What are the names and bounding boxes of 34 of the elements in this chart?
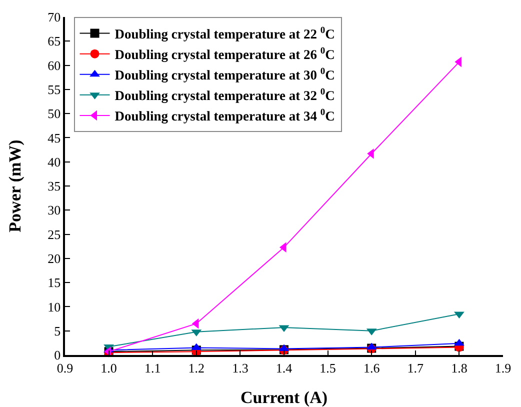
y-tick-label: 30 <box>48 202 61 218</box>
x-tick-label: 1.1 <box>144 360 161 376</box>
x-tick-label: 1.5 <box>320 360 336 376</box>
y-axis-title: Power (mW) <box>6 140 24 232</box>
legend-label: Doubling crystal temperature at 34 $^{0}$C <box>114 108 335 124</box>
x-tick-label: 1.4 <box>276 360 293 376</box>
y-tick-label: 0 <box>54 348 61 363</box>
y-tick-label: 60 <box>48 58 61 73</box>
point <box>454 338 464 346</box>
y-tick-label: 55 <box>48 82 61 97</box>
x-tick-label: 1.6 <box>363 360 380 376</box>
legend-label: Doubling crystal temperature at 32 $^{0}$C <box>114 88 335 104</box>
legend-label: Doubling crystal temperature at 26 $^{0}$C <box>114 46 335 62</box>
legend-label: Doubling crystal temperature at 30 $^{0}$C <box>114 66 335 83</box>
y-tick-label: 20 <box>48 250 61 266</box>
y-tick-label: 10 <box>48 299 61 314</box>
y-tick-label: 15 <box>48 275 61 290</box>
legend-label: Doubling crystal temperature at 22 $^{0}$C <box>114 26 335 42</box>
x-tick-label: 1.7 <box>407 360 424 376</box>
x-tick-label: 1.0 <box>100 360 117 376</box>
x-axis-title: Current (A) <box>240 388 328 407</box>
x-tick-label: 1.8 <box>451 360 468 376</box>
y-tick-label: 25 <box>48 226 61 242</box>
y-tick-label: 50 <box>48 106 61 122</box>
x-tick-label: 0.9 <box>56 360 74 376</box>
y-tick-label: 70 <box>48 10 61 25</box>
x-tick-label: 1.2 <box>188 360 205 376</box>
x-tick-label: 1.9 <box>494 360 512 376</box>
y-tick-label: 45 <box>48 130 61 146</box>
y-tick-label: 5 <box>54 323 61 338</box>
y-tick-label: 35 <box>48 178 61 194</box>
y-tick-label: 65 <box>48 34 61 49</box>
y-tick-label: 40 <box>48 154 61 170</box>
x-tick-label: 1.3 <box>232 360 248 376</box>
